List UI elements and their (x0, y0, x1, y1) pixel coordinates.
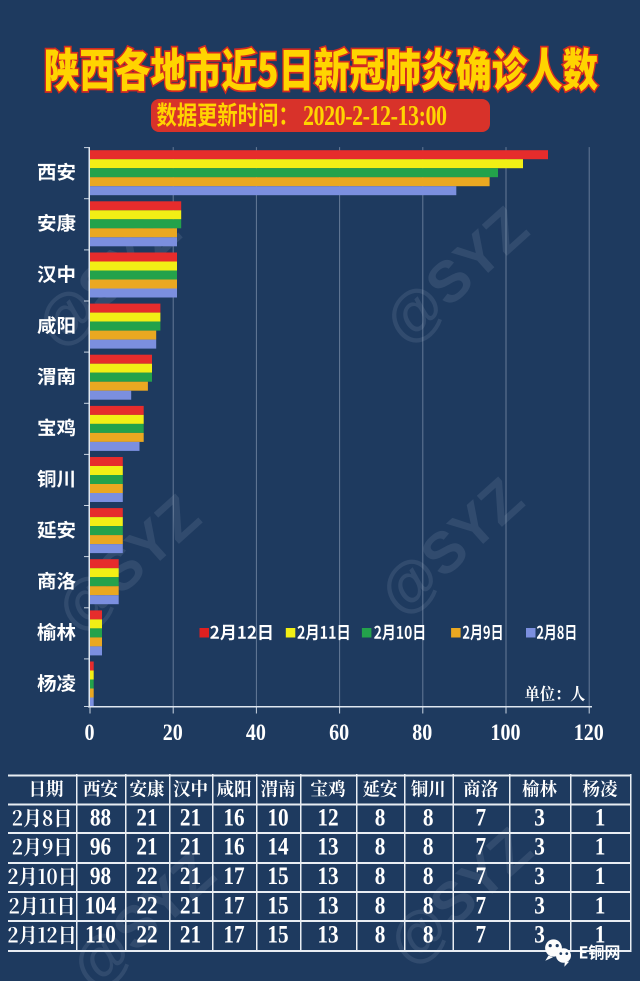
svg-text:8: 8 (423, 833, 434, 861)
svg-text:0: 0 (84, 720, 94, 746)
svg-text:40: 40 (246, 720, 266, 746)
svg-text:8: 8 (423, 804, 434, 832)
svg-text:13: 13 (317, 892, 338, 920)
svg-text:3: 3 (534, 892, 545, 920)
svg-text:22: 22 (136, 892, 157, 920)
svg-text:3: 3 (534, 862, 545, 890)
svg-text:15: 15 (267, 862, 288, 890)
svg-text:21: 21 (180, 804, 201, 832)
svg-text:3: 3 (534, 921, 545, 949)
svg-text:20: 20 (163, 720, 183, 746)
svg-text:7: 7 (475, 892, 486, 920)
svg-text:7: 7 (475, 921, 486, 949)
svg-text:12: 12 (317, 804, 338, 832)
svg-text:21: 21 (136, 804, 157, 832)
svg-text:7: 7 (475, 862, 486, 890)
svg-text:1: 1 (595, 862, 606, 890)
svg-text:15: 15 (267, 892, 288, 920)
svg-text:10: 10 (267, 804, 288, 832)
svg-text:1: 1 (595, 921, 606, 949)
svg-text:14: 14 (267, 833, 289, 861)
svg-text:1: 1 (595, 804, 606, 832)
svg-text:16: 16 (223, 804, 244, 832)
svg-text:13: 13 (317, 862, 338, 890)
svg-text:8: 8 (423, 862, 434, 890)
svg-text:8: 8 (375, 892, 386, 920)
svg-text:60: 60 (329, 720, 349, 746)
svg-text:3: 3 (534, 833, 545, 861)
svg-text:80: 80 (412, 720, 432, 746)
svg-text:8: 8 (375, 804, 386, 832)
svg-text:7: 7 (475, 833, 486, 861)
svg-text:8: 8 (375, 921, 386, 949)
svg-text:8: 8 (375, 833, 386, 861)
svg-text:17: 17 (223, 862, 245, 890)
svg-text:22: 22 (136, 921, 157, 949)
svg-text:22: 22 (136, 862, 157, 890)
svg-text:88: 88 (90, 804, 111, 832)
svg-text:96: 96 (90, 833, 111, 861)
svg-text:2020-2-12-13:00: 2020-2-12-13:00 (303, 99, 447, 132)
svg-text:21: 21 (180, 833, 201, 861)
svg-text:120: 120 (574, 720, 604, 746)
svg-text:104: 104 (85, 892, 117, 920)
svg-text:110: 110 (85, 921, 116, 949)
svg-text:15: 15 (267, 921, 288, 949)
svg-text:21: 21 (136, 833, 157, 861)
svg-text:8: 8 (423, 921, 434, 949)
svg-text:8: 8 (375, 862, 386, 890)
svg-text:3: 3 (534, 804, 545, 832)
svg-text:1: 1 (595, 892, 606, 920)
svg-text:17: 17 (223, 921, 245, 949)
svg-text:16: 16 (223, 833, 244, 861)
svg-text:21: 21 (180, 921, 201, 949)
svg-text:13: 13 (317, 921, 338, 949)
svg-text:100: 100 (490, 720, 520, 746)
svg-text:7: 7 (475, 804, 486, 832)
svg-text:1: 1 (595, 833, 606, 861)
svg-text:13: 13 (317, 833, 338, 861)
svg-text:98: 98 (90, 862, 111, 890)
svg-text:21: 21 (180, 892, 201, 920)
svg-text:21: 21 (180, 862, 201, 890)
svg-text:17: 17 (223, 892, 245, 920)
svg-text:8: 8 (423, 892, 434, 920)
